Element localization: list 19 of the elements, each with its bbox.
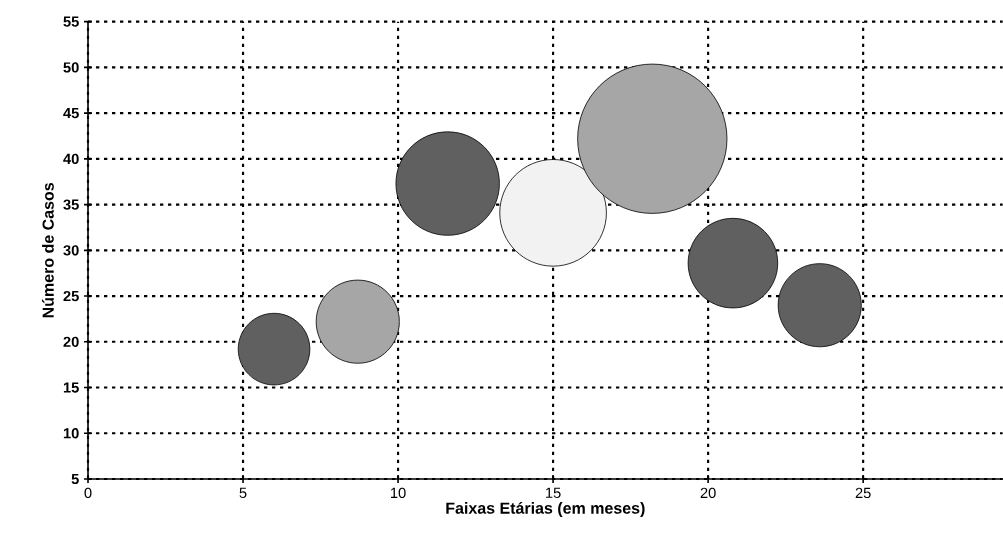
x-tick-label: 15 bbox=[546, 487, 561, 498]
x-axis-title: Faixas Etárias (em meses) bbox=[446, 501, 645, 517]
y-tick-label: 20 bbox=[63, 336, 79, 347]
x-tick-label: 0 bbox=[84, 487, 92, 499]
x-tick-label: 5 bbox=[239, 487, 247, 498]
y-tick-label: 15 bbox=[63, 382, 79, 393]
y-tick-label: 50 bbox=[63, 62, 79, 73]
y-tick-label: 55 bbox=[63, 16, 79, 27]
y-tick-label: 30 bbox=[63, 245, 79, 256]
x-tick-label: 20 bbox=[700, 487, 716, 499]
y-tick-label: 10 bbox=[63, 428, 79, 439]
y-axis-title: Número de Casos bbox=[41, 183, 54, 318]
y-tick-label: 25 bbox=[63, 290, 79, 302]
x-tick-label: 10 bbox=[391, 487, 406, 499]
y-tick-label: 5 bbox=[71, 473, 79, 485]
y-tick-label: 40 bbox=[63, 153, 79, 165]
y-tick-label: 45 bbox=[63, 108, 79, 119]
y-tick-label: 35 bbox=[63, 199, 79, 210]
x-tick-label: 25 bbox=[855, 487, 871, 499]
